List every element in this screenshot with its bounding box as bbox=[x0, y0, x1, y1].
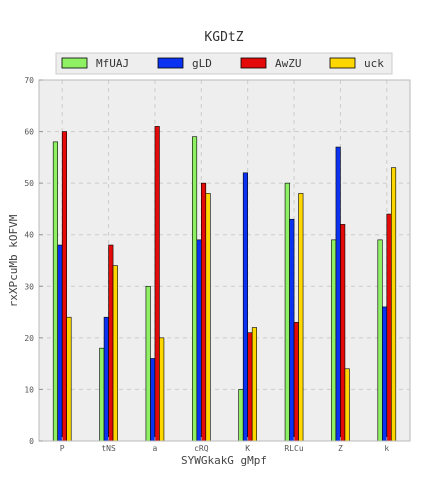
y-tick-label: 60 bbox=[24, 128, 34, 137]
y-tick-label: 20 bbox=[24, 334, 34, 343]
bar-AwZU-cRQ bbox=[201, 182, 207, 442]
bar-gLD-cRQ bbox=[196, 239, 202, 442]
bar-gLD-k bbox=[382, 306, 388, 442]
bar-gLD-a bbox=[150, 358, 156, 442]
x-axis-label: SYWGkakG gMpf bbox=[181, 454, 267, 467]
legend-swatch-AwZU bbox=[240, 57, 267, 69]
x-tick-label: K bbox=[245, 444, 250, 453]
legend-swatch-uck bbox=[329, 57, 356, 69]
bar-AwZU-k bbox=[386, 213, 392, 442]
y-tick-label: 70 bbox=[24, 76, 34, 85]
y-tick-label: 50 bbox=[24, 179, 34, 188]
bar-MfUAJ-tNS bbox=[99, 347, 105, 442]
bar-uck-K bbox=[251, 327, 257, 442]
y-tick-label: 40 bbox=[24, 231, 34, 240]
bars bbox=[52, 126, 397, 442]
legend-label-AwZU: AwZU bbox=[275, 57, 302, 70]
x-tick-label: Z bbox=[338, 444, 343, 453]
bar-gLD-tNS bbox=[103, 316, 109, 442]
bar-uck-P bbox=[66, 316, 72, 442]
bar-MfUAJ-P bbox=[52, 141, 58, 442]
legend-label-MfUAJ: MfUAJ bbox=[96, 57, 129, 70]
plot-area bbox=[39, 80, 410, 441]
bar-AwZU-Z bbox=[340, 224, 346, 442]
y-tick-label: 30 bbox=[24, 282, 34, 291]
bar-uck-cRQ bbox=[205, 193, 211, 442]
bar-AwZU-P bbox=[61, 131, 67, 442]
bar-AwZU-a bbox=[154, 126, 160, 442]
bar-MfUAJ-k bbox=[377, 239, 383, 442]
y-axis-label: rxXPcuMb kOFVM bbox=[7, 214, 20, 307]
chart-title: KGDtZ bbox=[204, 30, 243, 45]
bar-AwZU-tNS bbox=[108, 244, 114, 442]
x-tick-label: tNS bbox=[101, 444, 116, 453]
legend-box bbox=[55, 52, 393, 75]
bar-MfUAJ-a bbox=[145, 285, 151, 442]
bar-uck-k bbox=[391, 167, 397, 442]
bar-gLD-RLCu bbox=[289, 218, 295, 442]
bar-uck-Z bbox=[344, 368, 350, 442]
bar-MfUAJ-RLCu bbox=[284, 182, 290, 442]
x-tick-label: RLCu bbox=[284, 444, 303, 453]
bar-uck-a bbox=[159, 337, 165, 442]
bar-MfUAJ-K bbox=[238, 389, 244, 442]
legend-swatch-MfUAJ bbox=[61, 57, 88, 69]
bar-gLD-P bbox=[57, 244, 63, 442]
bar-uck-RLCu bbox=[298, 193, 304, 442]
plot-frame bbox=[38, 79, 411, 442]
legend-label-uck: uck bbox=[364, 57, 384, 70]
legend-label-gLD: gLD bbox=[192, 57, 212, 70]
x-tick-label: k bbox=[384, 444, 389, 453]
bar-AwZU-K bbox=[247, 332, 253, 442]
y-tick-label: 0 bbox=[29, 437, 34, 446]
x-tick-label: P bbox=[60, 444, 65, 453]
bar-MfUAJ-Z bbox=[331, 239, 337, 442]
bar-AwZU-RLCu bbox=[293, 322, 299, 442]
bar-gLD-K bbox=[242, 172, 248, 442]
y-tick-label: 10 bbox=[24, 385, 34, 394]
bar-uck-tNS bbox=[112, 265, 118, 442]
x-tick-label: a bbox=[153, 444, 158, 453]
legend: MfUAJ gLD AwZU uck bbox=[55, 52, 393, 75]
legend-swatch-gLD bbox=[157, 57, 184, 69]
bar-gLD-Z bbox=[335, 146, 341, 442]
bar-MfUAJ-cRQ bbox=[192, 136, 198, 442]
y-axis: 0 10 20 30 40 50 60 70 bbox=[24, 76, 43, 446]
grid bbox=[39, 80, 410, 441]
x-tick-label: cRQ bbox=[194, 444, 209, 453]
